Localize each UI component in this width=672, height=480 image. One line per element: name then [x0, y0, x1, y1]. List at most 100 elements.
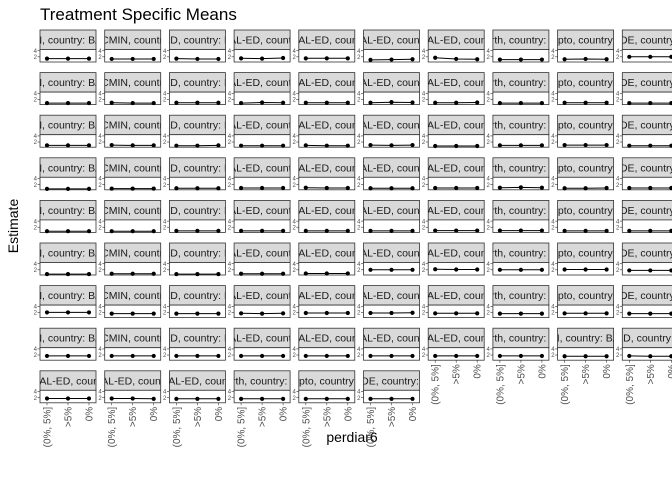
data-point: [475, 228, 480, 233]
facet-strip-label: studyid: CMIN, country: PERU: [62, 120, 203, 132]
data-point: [368, 310, 373, 316]
y-tick-label: 4: [487, 49, 491, 55]
y-tick-label: 2: [292, 140, 296, 146]
facet-strip-label: studyid: CMIN, country: BANGLADESH: [494, 333, 672, 345]
data-point: [281, 55, 286, 61]
y-tick-label: 2: [163, 183, 167, 189]
data-point: [324, 310, 329, 316]
data-point: [627, 100, 632, 106]
facet-strip-label: studyid: MAL-ED, country: PERU: [379, 35, 533, 47]
data-point: [389, 228, 394, 233]
y-tick-label: 2: [487, 183, 491, 189]
data-point: [518, 228, 524, 233]
y-tick-label: 2: [292, 225, 296, 231]
data-point: [669, 311, 672, 316]
x-tick-label: (0%, 5%]: [237, 407, 248, 448]
y-tick-label: 4: [34, 177, 38, 183]
data-point: [260, 228, 265, 233]
data-point: [216, 143, 221, 148]
data-point: [583, 56, 588, 62]
y-tick-label: 2: [98, 225, 102, 231]
y-tick-label: 2: [34, 55, 38, 61]
y-tick-label: 2: [422, 183, 426, 189]
data-point: [389, 396, 394, 401]
y-tick-label: 4: [551, 134, 555, 140]
y-tick-label: 2: [422, 225, 426, 231]
data-point: [195, 396, 200, 401]
y-tick-label: 2: [34, 353, 38, 359]
data-point: [260, 143, 265, 148]
y-tick-label: 4: [34, 347, 38, 353]
data-point: [216, 311, 221, 316]
facet-strip-label: studyid: PROVIDE, country: BANGLADESH: [289, 375, 493, 387]
panel-frame: [168, 304, 226, 319]
x-tick-label: (0%, 5%]: [43, 407, 54, 448]
data-point: [454, 143, 459, 149]
data-point: [454, 228, 459, 233]
data-point: [454, 100, 459, 105]
data-point: [518, 267, 524, 272]
y-tick-label: 2: [616, 353, 620, 359]
data-point: [86, 229, 92, 234]
y-tick-label: 2: [292, 98, 296, 104]
facet-strip-label: studyid: MAL-ED, country: BANGLADESH: [99, 333, 296, 345]
data-point: [239, 185, 244, 191]
facet-strip-label: studyid: NIH-Crypto, country: BANGLADESH: [481, 120, 672, 132]
data-point: [260, 185, 265, 191]
y-tick-label: 4: [228, 347, 232, 353]
y-tick-label: 4: [34, 219, 38, 225]
facet-strip-label: studyid: MAL-ED, country: NEPAL: [53, 375, 212, 387]
data-point: [604, 354, 609, 359]
y-tick-label: 2: [163, 98, 167, 104]
y-tick-label: 2: [616, 183, 620, 189]
y-tick-label: 4: [292, 92, 296, 98]
y-tick-label: 4: [163, 92, 167, 98]
y-tick-label: 4: [292, 219, 296, 225]
data-point: [44, 271, 50, 277]
data-point: [604, 185, 609, 191]
y-tick-label: 4: [228, 262, 232, 268]
data-point: [260, 271, 265, 276]
y-tick-label: 2: [357, 183, 361, 189]
data-point: [109, 186, 114, 191]
panel-frame: [492, 176, 550, 191]
y-tick-label: 4: [422, 262, 426, 268]
facet-strip-label: studyid: PROVIDE, country: BANGLADESH: [548, 120, 672, 132]
y-tick-label: 2: [163, 268, 167, 274]
y-tick-label: 4: [616, 177, 620, 183]
data-point: [239, 311, 244, 316]
panel-frame: [621, 304, 672, 319]
data-point: [109, 56, 114, 62]
data-point: [130, 271, 135, 276]
data-point: [368, 396, 373, 401]
y-tick-label: 4: [292, 134, 296, 140]
y-tick-label: 2: [551, 353, 555, 359]
data-point: [410, 353, 415, 359]
data-point: [604, 311, 609, 316]
data-point: [239, 56, 244, 61]
data-point: [669, 100, 672, 106]
data-point: [389, 186, 394, 191]
y-tick-label: 2: [98, 311, 102, 317]
data-point: [65, 310, 71, 315]
data-point: [583, 228, 588, 233]
data-point: [151, 56, 156, 62]
y-tick-label: 2: [357, 98, 361, 104]
y-tick-label: 4: [616, 134, 620, 140]
data-point: [303, 271, 308, 276]
data-point: [368, 100, 373, 105]
data-point: [497, 57, 502, 62]
